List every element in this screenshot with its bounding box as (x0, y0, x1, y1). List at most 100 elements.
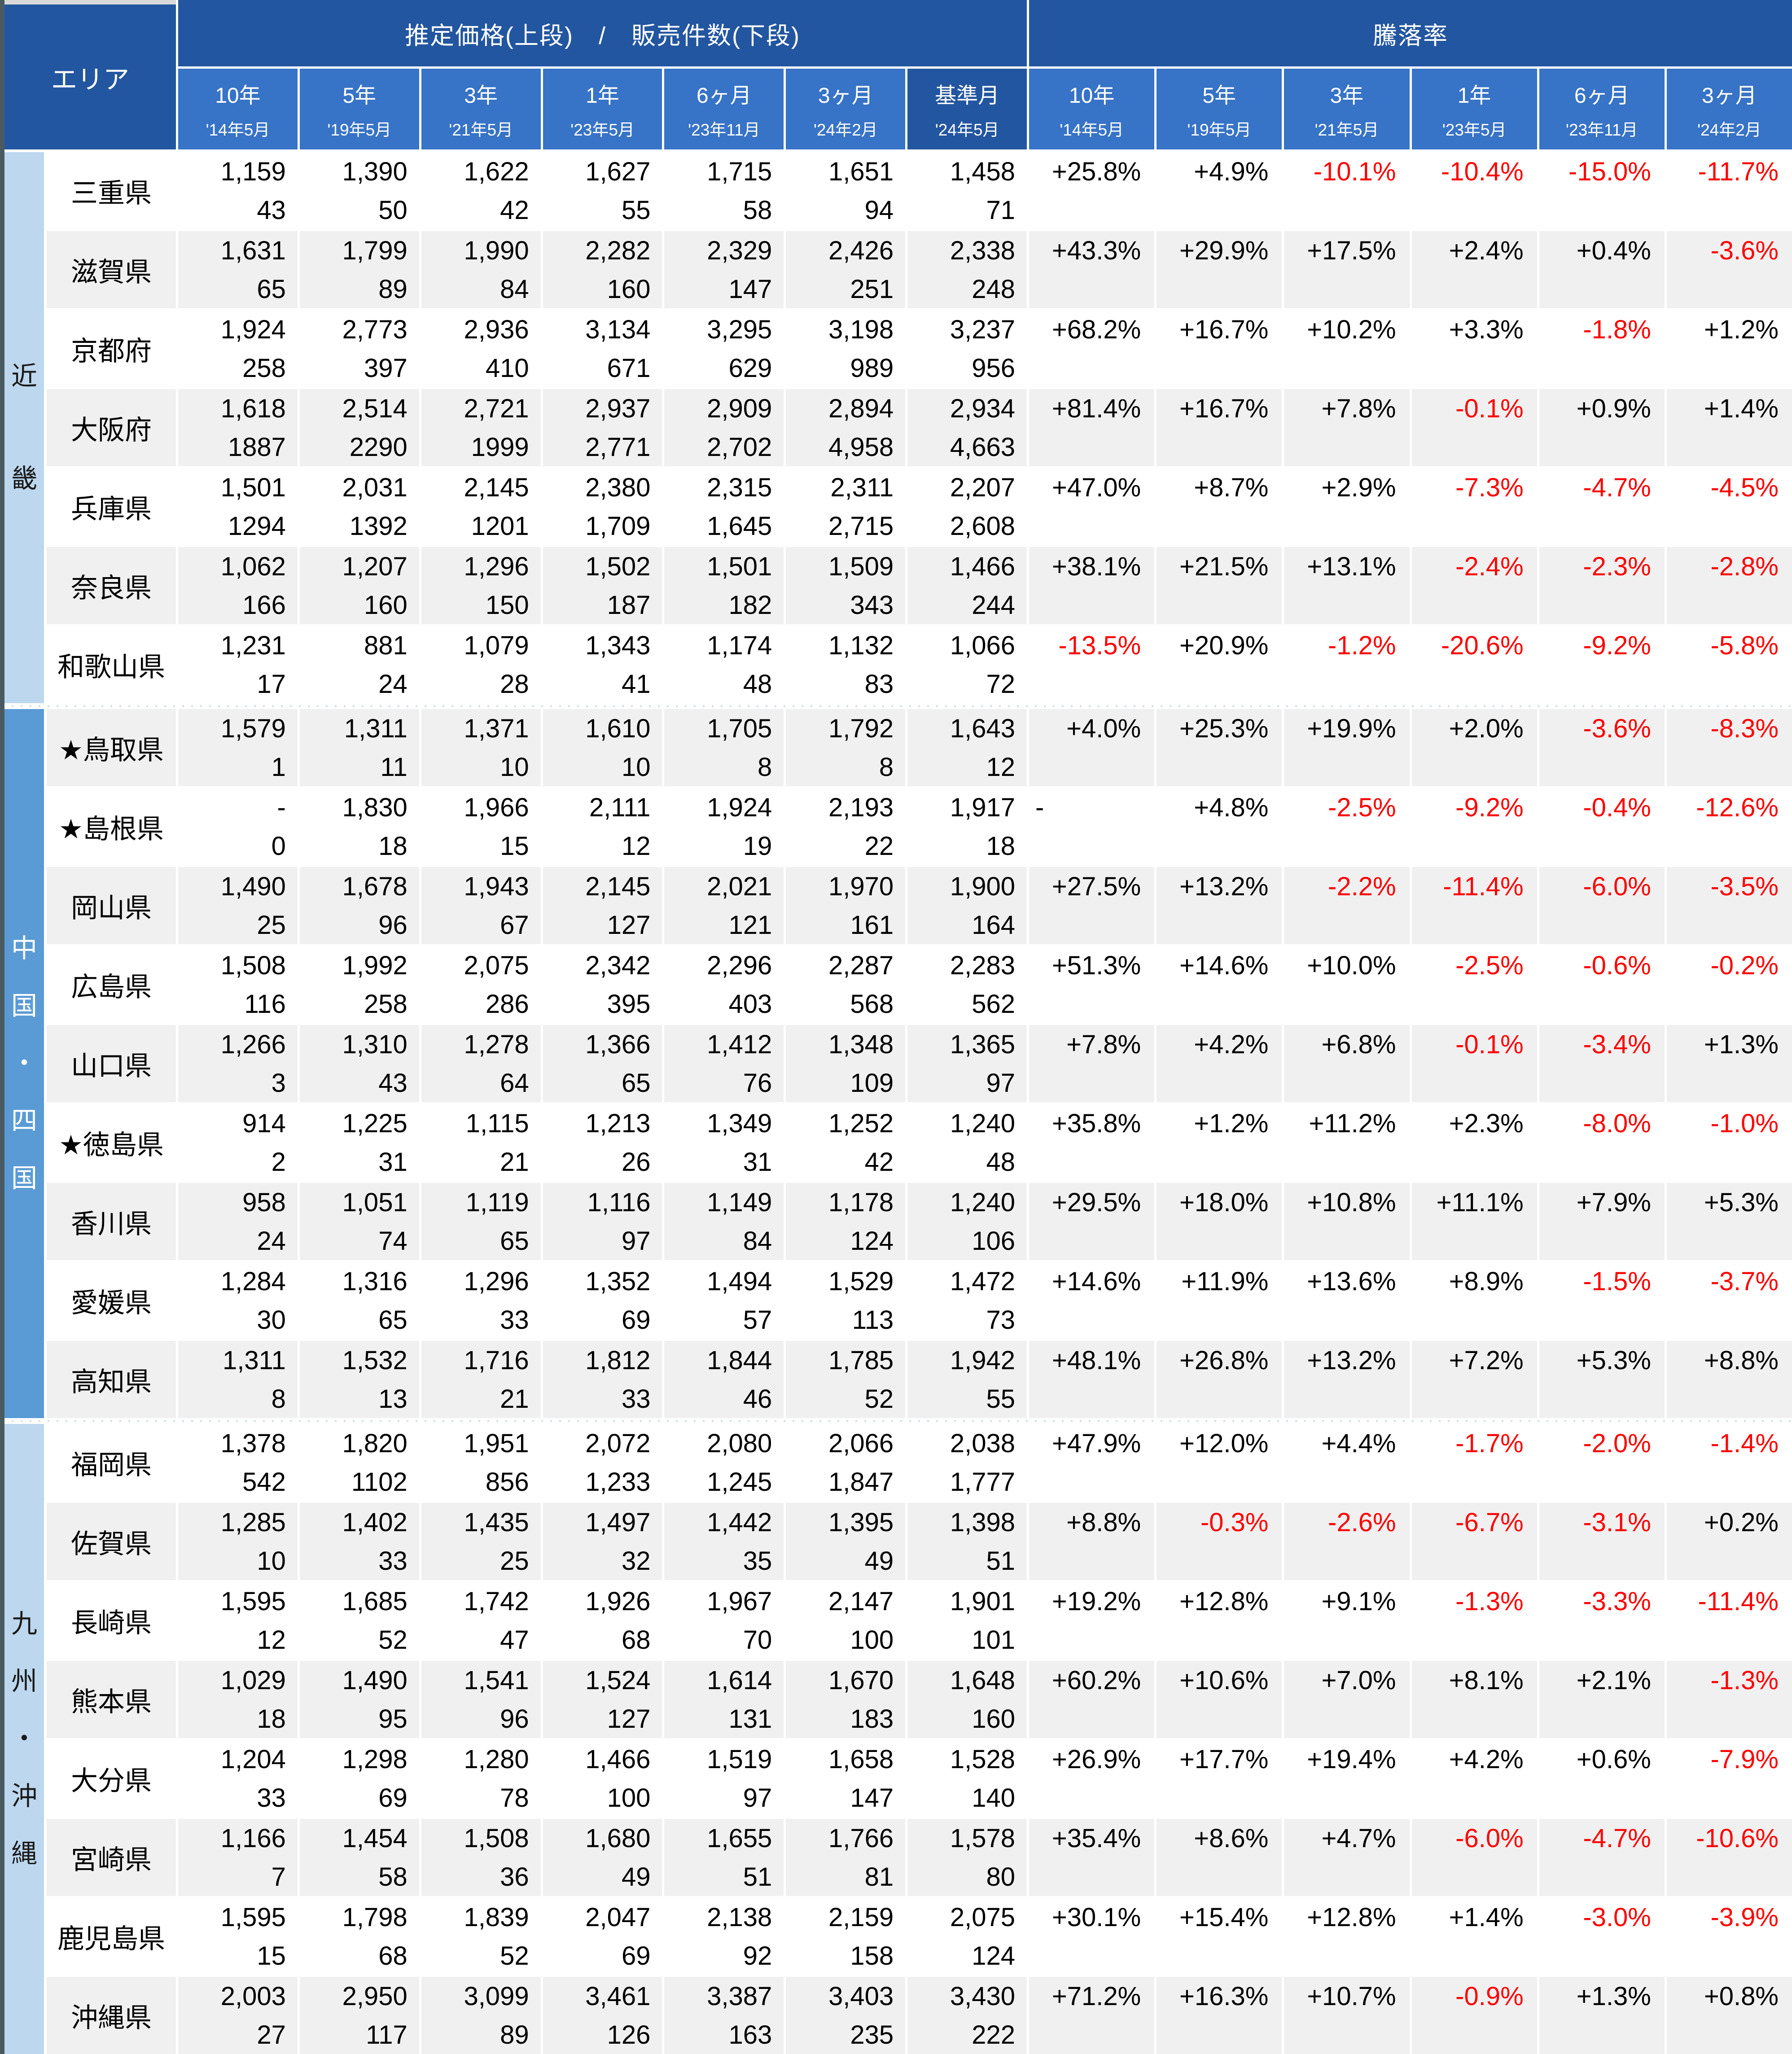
price-cell: 1,502 187 (543, 547, 662, 624)
rate-value: +1.4% (1704, 394, 1779, 423)
price-value: 1,298 (342, 1744, 407, 1774)
price-cell: 1,204 33 (178, 1740, 298, 1817)
region-rows: 三重県 1,159 43 1,390 50 1,622 42 1,627 55 1,715 58 1… (47, 152, 1792, 703)
price-cell: 1,643 12 (907, 709, 1027, 786)
rate-value: -10.6% (1696, 1823, 1779, 1853)
rate-cell: +1.3% (1539, 1977, 1665, 2054)
price-cell: 1,166 7 (178, 1819, 298, 1896)
count-value: 26 (621, 1147, 651, 1177)
count-value: 25 (500, 1546, 529, 1576)
price-cell: 1,680 49 (543, 1819, 662, 1896)
rate-value: +47.0% (1052, 473, 1141, 502)
count-value: 395 (607, 989, 651, 1019)
rate-value: +1.3% (1576, 1981, 1651, 2011)
rate-value: -3.7% (1710, 1266, 1779, 1296)
rate-cell: -2.8% (1666, 547, 1792, 624)
price-cell: 1,116 97 (543, 1183, 662, 1260)
price-cell: 1,670 183 (786, 1661, 906, 1738)
price-value: 1,942 (950, 1345, 1016, 1375)
price-value: 1,166 (220, 1823, 286, 1853)
price-value: 2,380 (585, 473, 651, 502)
price-value: 1,532 (342, 1345, 407, 1375)
rate-cell: +2.9% (1284, 468, 1410, 545)
price-cell: 1,466 244 (907, 547, 1027, 624)
count-value: 10 (257, 1546, 286, 1576)
count-value: 100 (850, 1625, 894, 1655)
count-value: 10 (500, 752, 529, 782)
price-cell: 1,296 150 (421, 547, 541, 624)
rate-cell: -3.3% (1539, 1582, 1665, 1659)
count-value: 113 (852, 1305, 894, 1335)
rate-cell: -7.3% (1411, 468, 1537, 545)
price-value: 1,231 (220, 631, 286, 660)
count-value: 33 (378, 1546, 407, 1576)
rate-value: +71.2% (1052, 1981, 1141, 2011)
date-label: '19年5月 (1187, 121, 1252, 139)
rate-cell: -4.7% (1539, 1819, 1665, 1896)
rate-cell: +4.2% (1157, 1025, 1282, 1102)
price-value: 1,402 (342, 1507, 407, 1537)
price-cell: 1,395 49 (786, 1503, 906, 1580)
price-cell: 2,038 1,777 (907, 1424, 1027, 1501)
rate-cell: -7.9% (1666, 1740, 1792, 1817)
count-value: 562 (972, 989, 1016, 1019)
price-value: 2,145 (464, 473, 529, 502)
rate-value: +0.2% (1704, 1507, 1779, 1537)
date-label: '14年5月 (206, 121, 270, 139)
count-value: 68 (378, 1941, 407, 1971)
rate-cell: +43.3% (1029, 231, 1155, 308)
count-value: 568 (850, 989, 894, 1019)
rate-cell: -10.6% (1666, 1819, 1792, 1896)
rate-value: +8.9% (1449, 1266, 1524, 1296)
price-value: 2,909 (707, 394, 772, 423)
count-value: 94 (864, 195, 894, 225)
table-row: 滋賀県 1,631 65 1,799 89 1,990 84 2,282 160 2,329 14… (47, 231, 1792, 308)
price-cell: 1,509 343 (786, 547, 906, 624)
count-value: 13 (378, 1384, 407, 1414)
price-value: 2,315 (707, 473, 772, 502)
count-value: 1 (271, 752, 286, 782)
rate-cell: +47.9% (1029, 1424, 1155, 1501)
table-row: 大分県 1,204 33 1,298 69 1,280 78 1,466 100 1,519 97… (47, 1740, 1792, 1817)
table-row: 奈良県 1,062 166 1,207 160 1,296 150 1,502 187 1,50… (47, 547, 1792, 624)
count-value: 46 (743, 1384, 772, 1414)
price-value: 1,595 (220, 1586, 286, 1616)
region-band-char: ・ (11, 1049, 37, 1078)
count-value: 69 (621, 1941, 651, 1971)
rate-cell: +10.7% (1284, 1977, 1410, 2054)
price-value: 1,502 (585, 552, 651, 581)
price-cell: 1,970 161 (786, 867, 906, 944)
count-value: 36 (500, 1862, 529, 1892)
region-group: 九州・沖縄 福岡県 1,378 542 1,820 1102 1,951 856 2,072… (4, 1424, 1792, 2054)
rate-cell: +11.2% (1284, 1104, 1410, 1181)
count-value: 235 (850, 2020, 894, 2050)
rate-cell: +17.7% (1157, 1740, 1282, 1817)
period-header-cell: 1年 '23年5月 (1411, 69, 1537, 149)
rate-cell: +16.3% (1157, 1977, 1282, 2054)
table-row: 京都府 1,924 258 2,773 397 2,936 410 3,134 671 3,29… (47, 310, 1792, 387)
price-value: 1,278 (464, 1029, 529, 1059)
rate-cell: +8.8% (1666, 1341, 1792, 1418)
price-cell: 1,310 43 (299, 1025, 419, 1102)
rate-value: -11.7% (1698, 157, 1779, 186)
prefecture-name: 大阪府 (47, 389, 176, 466)
count-value: 33 (500, 1305, 529, 1335)
rate-cell: -3.6% (1666, 231, 1792, 308)
rate-value: +51.3% (1052, 950, 1141, 980)
price-value: 1,266 (220, 1029, 286, 1059)
count-value: 74 (378, 1226, 407, 1256)
rate-value: -2.5% (1455, 950, 1524, 980)
price-cell: 1,648 160 (907, 1661, 1027, 1738)
price-cell: 881 24 (299, 626, 419, 703)
rate-value: +0.8% (1704, 1981, 1779, 2011)
price-cell: 2,282 160 (543, 231, 662, 308)
rate-cell: +68.2% (1029, 310, 1155, 387)
rate-value: +2.0% (1449, 714, 1524, 743)
count-value: 542 (242, 1467, 286, 1497)
price-value: 1,716 (464, 1345, 529, 1375)
rate-cell: -6.0% (1411, 1819, 1537, 1896)
rate-value: +26.8% (1179, 1345, 1269, 1375)
price-cell: 1,390 50 (299, 152, 419, 229)
rate-value: -1.3% (1710, 1665, 1779, 1695)
rate-value: +12.8% (1179, 1586, 1269, 1616)
